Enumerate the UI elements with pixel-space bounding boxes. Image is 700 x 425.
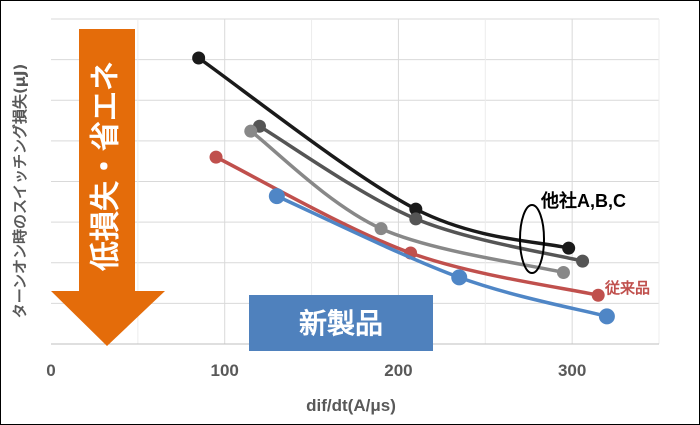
- new-product-label: 新製品: [299, 307, 383, 340]
- down-arrow-label: 低損失・省エネ: [89, 61, 124, 272]
- data-point-blue: [598, 308, 615, 325]
- others-label: 他社A,B,C: [540, 190, 626, 211]
- x-axis-title: dif/dt(A/μs): [306, 396, 396, 415]
- others-ellipse: [519, 204, 545, 274]
- data-point-red: [209, 150, 223, 164]
- series-group: [192, 51, 615, 325]
- x-tick-label: 100: [211, 361, 239, 380]
- data-point-blue: [451, 269, 468, 286]
- data-point-red: [591, 288, 605, 302]
- x-tick-label: 300: [558, 361, 586, 380]
- data-point-blue: [268, 188, 285, 205]
- series-line-black: [197, 56, 570, 250]
- x-tick-label: 200: [384, 361, 412, 380]
- data-point-gray: [374, 222, 388, 236]
- data-point-darkgray: [576, 254, 590, 268]
- new-product-box: 新製品: [249, 295, 433, 351]
- data-point-black: [409, 202, 423, 216]
- data-point-gray: [556, 266, 570, 279]
- series-line-red: [215, 155, 599, 297]
- data-point-black: [562, 241, 576, 255]
- data-point-black: [192, 51, 206, 65]
- new-product-box-bg: [249, 295, 433, 351]
- x-ticks: 0 100 200 300: [46, 361, 586, 380]
- down-arrow-shape: [51, 29, 165, 346]
- down-arrow: 低損失・省エネ: [51, 29, 165, 346]
- data-point-gray: [244, 124, 258, 138]
- conventional-label: 従来品: [604, 279, 650, 297]
- x-tick-label: 0: [46, 361, 55, 380]
- y-axis-title: ターンオン時のスイッチング損失(μJ): [11, 64, 29, 319]
- data-point-darkgray: [409, 212, 423, 226]
